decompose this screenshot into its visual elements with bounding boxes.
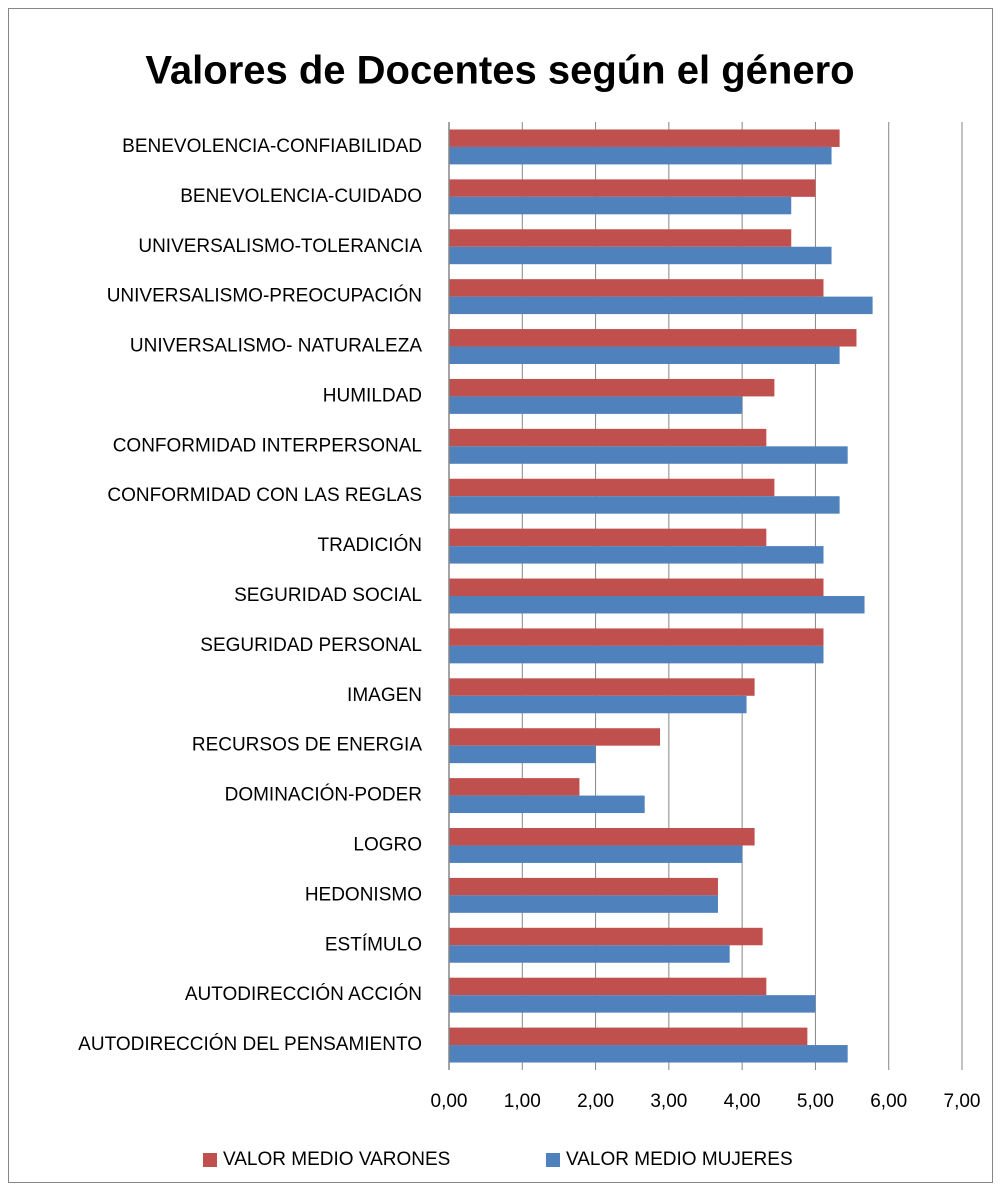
legend-label: VALOR MEDIO VARONES (223, 1149, 450, 1170)
bar (449, 977, 767, 996)
legend-swatch (203, 1153, 217, 1167)
y-tick-label: IMAGEN (347, 685, 422, 706)
bar (449, 396, 743, 414)
chart-title: Valores de Docentes según el género (145, 49, 854, 93)
bar (449, 596, 865, 614)
bar (449, 146, 832, 165)
bar (449, 745, 596, 764)
bar (449, 528, 767, 547)
bar (449, 778, 580, 796)
bar (449, 678, 755, 696)
legend-label: VALOR MEDIO MUJERES (566, 1149, 793, 1170)
y-tick-label: BENEVOLENCIA-CONFIABILIDAD (122, 136, 422, 157)
y-tick-label: BENEVOLENCIA-CUIDADO (180, 186, 422, 207)
bar (449, 478, 775, 497)
bar (449, 628, 824, 646)
x-tick-label: 5,00 (797, 1091, 834, 1112)
bar (449, 196, 792, 215)
bar (449, 877, 718, 896)
bar (449, 795, 645, 814)
y-tick-label: SEGURIDAD PERSONAL (200, 635, 422, 656)
bar (449, 695, 747, 714)
bar (449, 995, 816, 1013)
bar (449, 346, 840, 364)
bar (449, 428, 767, 447)
bar (449, 1027, 808, 1046)
y-tick-label: HUMILDAD (323, 385, 422, 406)
bar (449, 895, 718, 913)
bar (449, 378, 775, 397)
bar (449, 546, 824, 564)
y-tick-label: ESTÍMULO (325, 934, 422, 955)
bar (449, 845, 743, 863)
x-tick-label: 2,00 (577, 1091, 614, 1112)
bar (449, 279, 824, 297)
y-tick-label: TRADICIÓN (318, 534, 423, 556)
x-tick-label: 0,00 (431, 1091, 468, 1112)
x-tick-label: 3,00 (650, 1091, 687, 1112)
y-tick-label: AUTODIRECCIÓN DEL PENSAMIENTO (78, 1033, 422, 1055)
y-tick-label: CONFORMIDAD INTERPERSONAL (113, 435, 422, 456)
bar (449, 645, 824, 664)
bar (449, 828, 755, 846)
y-tick-label: LOGRO (353, 834, 422, 855)
bar (449, 945, 730, 963)
bar (449, 578, 824, 596)
x-tick-label: 4,00 (724, 1091, 761, 1112)
x-tick-label: 7,00 (944, 1091, 981, 1112)
y-tick-label: SEGURIDAD SOCIAL (234, 585, 422, 606)
bar (449, 229, 792, 247)
y-tick-label: RECURSOS DE ENERGIA (192, 735, 422, 756)
y-tick-label: HEDONISMO (305, 884, 422, 905)
y-tick-label: DOMINACIÓN-PODER (225, 784, 422, 806)
bar (449, 246, 832, 265)
y-tick-label: CONFORMIDAD CON LAS REGLAS (107, 485, 422, 506)
y-tick-label: AUTODIRECCIÓN ACCIÓN (185, 983, 422, 1005)
bar (449, 496, 840, 514)
bar (449, 927, 763, 946)
bar (449, 1045, 848, 1063)
y-tick-label: UNIVERSALISMO-TOLERANCIA (138, 236, 422, 257)
bar (449, 179, 816, 197)
x-tick-label: 1,00 (504, 1091, 541, 1112)
bar (449, 446, 848, 464)
bar (449, 296, 873, 315)
bar (449, 129, 840, 147)
y-tick-label: UNIVERSALISMO-PREOCUPACIÓN (107, 285, 422, 307)
legend-swatch (546, 1153, 560, 1167)
x-tick-label: 6,00 (870, 1091, 907, 1112)
bar (449, 329, 857, 347)
y-tick-label: UNIVERSALISMO- NATURALEZA (130, 336, 422, 357)
bar (449, 728, 661, 746)
